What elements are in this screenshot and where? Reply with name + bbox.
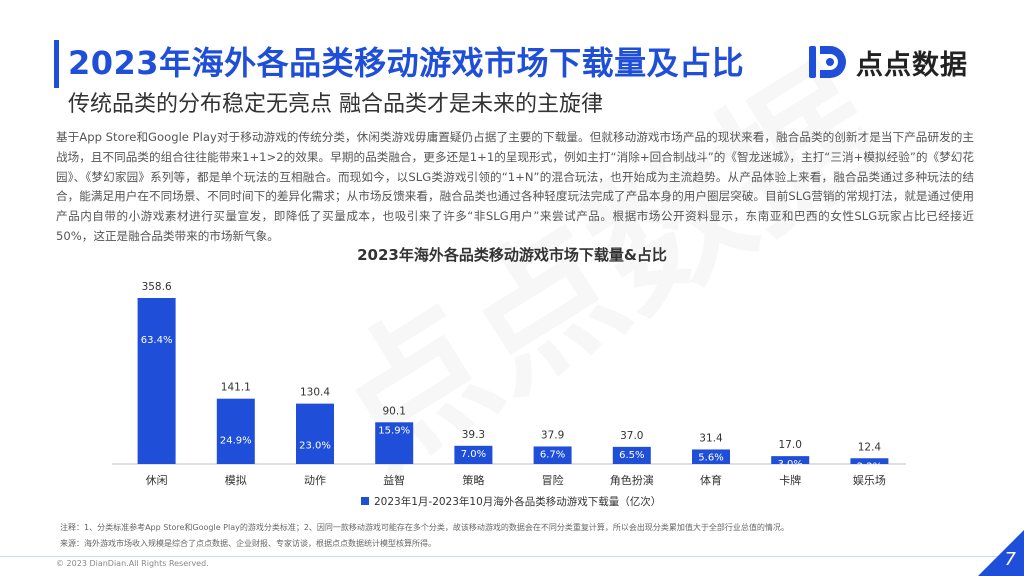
body-paragraph: 基于App Store和Google Play对于移动游戏的传统分类，休闲类游戏… xyxy=(56,130,974,243)
bar-chart: 358.6 63.4% 休闲 141.1 24.9% 模拟 130.4 23.0% 动作 90.1… xyxy=(112,281,906,508)
x-tick-label: 动作 xyxy=(304,474,326,487)
bar xyxy=(454,445,493,464)
diandian-logo-icon xyxy=(809,46,846,78)
data-label: 37.0 xyxy=(620,430,643,442)
share-label: 5.6% xyxy=(698,452,723,463)
x-tick-label: 角色扮演 xyxy=(610,473,654,487)
data-label: 130.4 xyxy=(300,387,330,399)
data-label: 39.3 xyxy=(462,429,485,441)
x-tick-label: 休闲 xyxy=(146,473,168,487)
title-accent-bar xyxy=(54,40,59,88)
data-label: 31.4 xyxy=(699,432,723,444)
share-label: 15.9% xyxy=(378,425,410,436)
data-label: 141.1 xyxy=(221,382,251,394)
bar xyxy=(137,298,176,464)
share-label: 2.2% xyxy=(857,461,882,472)
data-label: 358.6 xyxy=(142,281,172,293)
page-title: 2023年海外各品类移动游戏市场下载量及占比 xyxy=(68,44,745,82)
legend-label: 2023年1月-2023年10月海外各品类移动游戏下载量（亿次） xyxy=(374,495,661,508)
data-label: 12.4 xyxy=(858,441,882,453)
bar xyxy=(850,458,889,464)
data-label: 90.1 xyxy=(383,405,406,417)
share-label: 6.7% xyxy=(540,449,565,460)
brand-logo: 点点数据 xyxy=(806,40,968,84)
x-tick-label: 体育 xyxy=(700,473,722,487)
chart-title: 2023年海外各品类移动游戏市场下载量&占比 xyxy=(357,246,667,264)
data-label: 37.9 xyxy=(541,429,564,441)
share-label: 3.0% xyxy=(777,459,802,470)
note-line: 注释：1、分类标准参考App Store和Google Play的游戏分类标准；… xyxy=(60,523,789,532)
source-line: 来源：海外游戏市场收入规模是综合了点点数据、企业财报、专家访谈，根据点点数据统计… xyxy=(60,539,436,548)
x-tick-label: 益智 xyxy=(383,473,405,487)
share-label: 23.0% xyxy=(299,441,331,452)
x-tick-label: 娱乐场 xyxy=(853,473,886,487)
x-tick-label: 策略 xyxy=(462,473,484,487)
bar xyxy=(612,446,651,464)
share-label: 6.5% xyxy=(619,450,644,461)
x-tick-label: 冒险 xyxy=(542,473,564,487)
data-label: 17.0 xyxy=(779,439,802,451)
footnotes: 注释：1、分类标准参考App Store和Google Play的游戏分类标准；… xyxy=(60,520,789,552)
bar xyxy=(533,446,572,464)
legend-swatch xyxy=(361,497,369,505)
page-subtitle: 传统品类的分布稳定无亮点 融合品类才是未来的主旋律 xyxy=(68,92,603,117)
copyright: © 2023 DianDian.All Rights Reserved. xyxy=(56,559,209,568)
share-label: 63.4% xyxy=(141,335,173,346)
x-tick-label: 卡牌 xyxy=(779,473,801,487)
bar xyxy=(771,456,810,464)
share-label: 7.0% xyxy=(461,449,486,460)
bar xyxy=(296,403,334,464)
page-number-badge: 7 xyxy=(978,530,1024,576)
page-number: 7 xyxy=(1004,549,1016,570)
logo-text: 点点数据 xyxy=(856,49,968,81)
bar xyxy=(216,398,255,464)
bar xyxy=(692,449,730,464)
footer-divider xyxy=(0,556,1024,557)
bar xyxy=(375,422,414,464)
x-tick-label: 模拟 xyxy=(225,473,247,487)
share-label: 24.9% xyxy=(220,436,252,447)
